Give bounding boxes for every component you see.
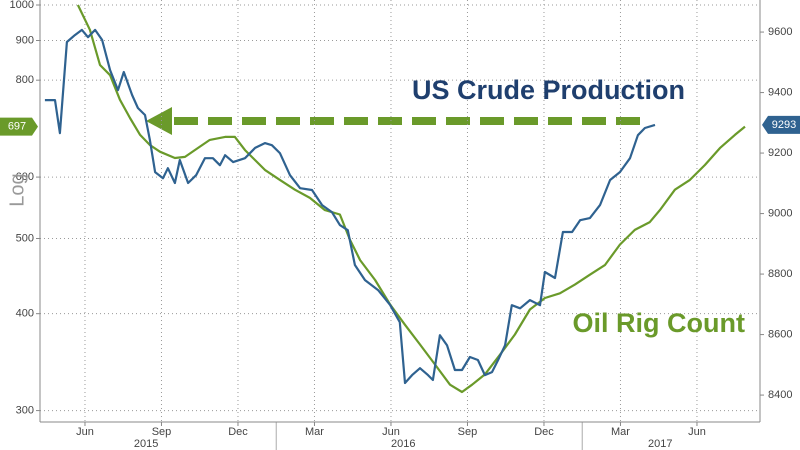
y2-tick-label: 9200: [768, 147, 792, 159]
last-value-box: [0, 117, 38, 136]
y2-tick-label: 8600: [768, 328, 792, 340]
x-tick-label: Jun: [382, 426, 400, 438]
x-year-label: 2015: [134, 438, 158, 450]
series-annotation: Oil Rig Count: [573, 308, 745, 338]
y-tick-label: 500: [16, 232, 34, 244]
y2-tick-label: 9600: [768, 26, 792, 38]
x-tick-label: Dec: [228, 426, 248, 438]
y-tick-label: 900: [16, 34, 34, 46]
x-tick-label: Dec: [534, 426, 554, 438]
series-annotation: US Crude Production: [412, 75, 685, 105]
y2-tick-label: 9400: [768, 86, 792, 98]
y-tick-label: 400: [16, 308, 34, 320]
last-value-label: 9293: [772, 119, 796, 131]
x-year-label: 2016: [391, 438, 415, 450]
y-tick-label: 300: [16, 404, 34, 416]
series-line: [76, 4, 746, 394]
y2-tick-label: 8400: [768, 389, 792, 401]
last-value-box: [762, 115, 800, 134]
x-tick-label: Sep: [458, 426, 478, 438]
x-tick-label: Jun: [76, 426, 94, 438]
last-value-label: 697: [8, 121, 26, 133]
y-tick-label: 800: [16, 74, 34, 86]
y-tick-label: 1000: [10, 0, 34, 11]
y-tick-label: 600: [16, 171, 34, 183]
x-tick-label: Mar: [611, 426, 630, 438]
y2-tick-label: 8800: [768, 268, 792, 280]
series-line: [44, 28, 656, 385]
y-axis-label: Log: [6, 173, 28, 206]
x-tick-label: Jun: [688, 426, 706, 438]
x-tick-label: Sep: [152, 426, 172, 438]
reference-arrow: [146, 107, 640, 135]
x-tick-label: Mar: [305, 426, 324, 438]
y2-tick-label: 9000: [768, 207, 792, 219]
x-year-label: 2017: [648, 438, 672, 450]
